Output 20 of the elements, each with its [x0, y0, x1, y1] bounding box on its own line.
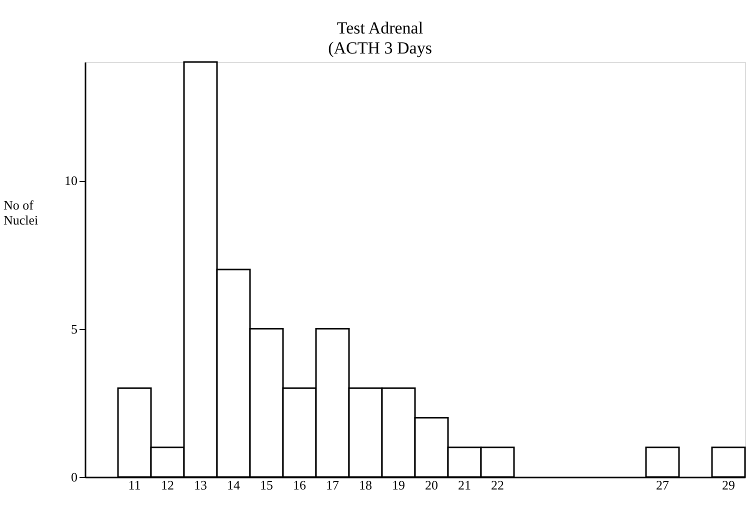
x-tick-label: 17 [326, 478, 340, 492]
x-tick-label: 15 [260, 478, 273, 492]
x-tick-label: 18 [359, 478, 372, 492]
y-tick-label: 10 [64, 173, 78, 188]
x-tick-label: 27 [656, 478, 670, 492]
x-tick-label: 20 [425, 478, 438, 492]
y-tick-label: 0 [71, 470, 78, 484]
chart-title: Test Adrenal [336, 18, 424, 38]
x-tick-label: 12 [161, 478, 174, 492]
x-tick-label: 11 [128, 478, 141, 492]
x-tick-label: 19 [392, 478, 405, 492]
y-tick-label: 5 [71, 321, 78, 336]
y-axis-title: No of Nuclei [4, 198, 39, 228]
chart-subtitle: (ACTH 3 Days [328, 38, 432, 58]
x-tick-label: 22 [491, 478, 504, 492]
x-tick-label: 21 [458, 478, 471, 492]
x-tick-label: 14 [227, 478, 240, 492]
x-tick-label: 13 [194, 478, 207, 492]
x-tick-label: 16 [293, 478, 306, 492]
x-tick-label: 29 [722, 478, 735, 492]
